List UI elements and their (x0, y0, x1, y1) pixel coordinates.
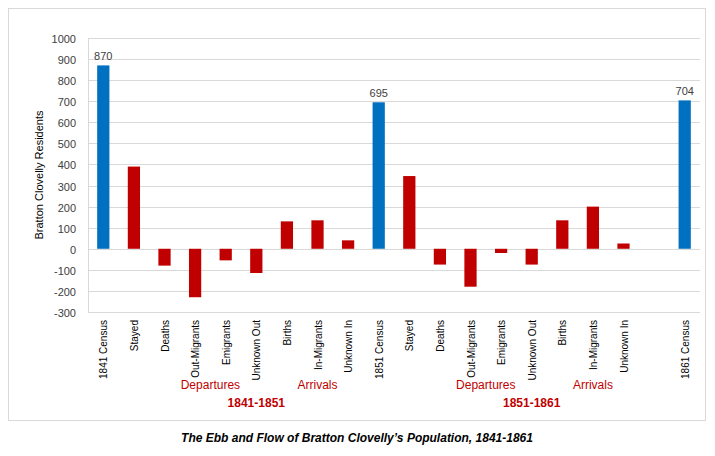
grid-line (88, 38, 700, 39)
group-annotation: Departures (181, 378, 240, 392)
grid-line (88, 291, 700, 292)
bar (281, 221, 293, 248)
group-annotation: Arrivals (573, 378, 613, 392)
bar (587, 207, 599, 249)
grid (88, 39, 700, 313)
chart: -300 -200 -100 0 100 200 300 400 500 600 700 800 900… (0, 0, 715, 456)
bar (495, 249, 507, 253)
group-annotation: 1851-1861 (503, 396, 561, 410)
data-label: 870 (94, 50, 112, 62)
chart-frame (9, 9, 706, 421)
group-annotation: Departures (456, 378, 515, 392)
bar (128, 167, 140, 249)
grid-line (88, 101, 700, 102)
x-tick-label: Unknown Out (527, 320, 538, 381)
bar (158, 249, 170, 266)
x-tick-label: Deaths (435, 320, 446, 352)
x-tick-label: Emigrants (221, 320, 232, 365)
grid-line (88, 164, 700, 165)
y-tick-label: 500 (58, 138, 76, 150)
y-axis-label: Bratton Clovelly Residents (33, 110, 45, 240)
x-tick-label: In-Migrants (313, 320, 324, 370)
grid-line (88, 249, 700, 250)
data-label: 695 (370, 87, 388, 99)
chart-title: The Ebb and Flow of Bratton Clovelly’s P… (181, 431, 533, 445)
group-annotation: Arrivals (297, 378, 337, 392)
x-tick-label: Unknown Out (251, 320, 262, 381)
grid-line (88, 270, 700, 271)
x-tick-label: Out-Migrants (190, 320, 201, 378)
bar (556, 220, 568, 248)
grid-line (88, 207, 700, 208)
x-tick-label: Births (557, 320, 568, 346)
bar (617, 244, 629, 249)
bar (434, 249, 446, 265)
y-tick-label: -100 (54, 265, 76, 277)
bar (373, 102, 385, 248)
x-tick-label: Unknown In (619, 320, 630, 373)
grid-line (88, 143, 700, 144)
x-tick-label: Deaths (160, 320, 171, 352)
bar (526, 249, 538, 265)
grid-line (88, 59, 700, 60)
bar (189, 249, 201, 297)
y-tick-label: 400 (58, 159, 76, 171)
y-tick-label: 700 (58, 96, 76, 108)
y-tick-label: 1000 (52, 33, 76, 45)
y-axis-line (88, 38, 89, 312)
x-tick-label: Emigrants (496, 320, 507, 365)
grid-line (88, 122, 700, 123)
bar (464, 249, 476, 287)
grid-line (88, 80, 700, 81)
y-tick-label: 0 (70, 244, 76, 256)
x-tick-label: Unknown In (343, 320, 354, 373)
y-tick-label: 200 (58, 202, 76, 214)
bar (311, 220, 323, 248)
bar (97, 65, 109, 248)
grid-line (88, 228, 700, 229)
bar (342, 240, 354, 248)
x-tick-label: Births (282, 320, 293, 346)
bars (97, 65, 691, 297)
group-annotation: 1841-1851 (228, 396, 286, 410)
x-tick-label: 1851 Census (374, 320, 385, 379)
y-tick-label: 300 (58, 181, 76, 193)
x-tick-label: 1841 Census (98, 320, 109, 379)
x-tick-label: Stayed (404, 320, 415, 351)
grid-line (88, 186, 700, 187)
x-tick-label: In-Migrants (588, 320, 599, 370)
data-label: 704 (676, 85, 694, 97)
x-tick-label: Stayed (129, 320, 140, 351)
bar (220, 249, 232, 261)
y-tick-label: 600 (58, 117, 76, 129)
y-tick-label: -200 (54, 286, 76, 298)
x-tick-label: Out-Migrants (466, 320, 477, 378)
x-tick-label: 1861 Census (680, 320, 691, 379)
grid-line (88, 312, 700, 313)
y-tick-label: 900 (58, 54, 76, 66)
bar (403, 176, 415, 249)
y-tick-label: 800 (58, 75, 76, 87)
y-tick-label: 100 (58, 223, 76, 235)
bar (679, 100, 691, 248)
bar (250, 249, 262, 273)
y-tick-label: -300 (54, 307, 76, 319)
